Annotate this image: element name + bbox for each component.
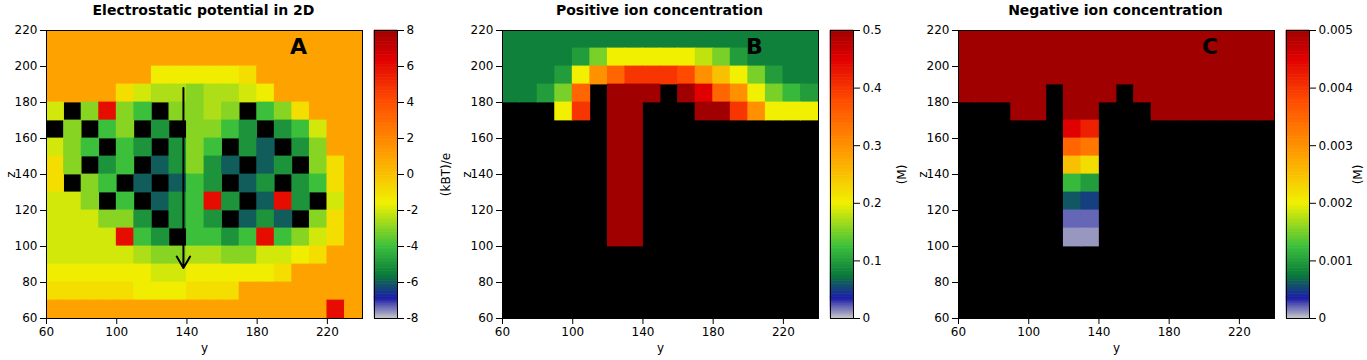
svg-text:180: 180 [1158,325,1181,339]
svg-text:(kBT)/e: (kBT)/e [439,153,453,196]
svg-text:180: 180 [471,95,494,109]
svg-text:0.1: 0.1 [863,254,882,268]
svg-text:0.002: 0.002 [1319,196,1353,210]
html-text:Negative ion concentration: Negative ion concentration [1008,2,1223,18]
svg-text:60: 60 [478,311,493,325]
svg-text:z: z [4,171,18,177]
svg-text:200: 200 [15,59,38,73]
svg-text:100: 100 [15,239,38,253]
svg-text:160: 160 [927,131,950,145]
svg-text:y: y [1113,341,1120,355]
html-text:C: C [1202,34,1219,59]
svg-text:180: 180 [15,95,38,109]
svg-text:-8: -8 [407,311,419,325]
svg-text:0: 0 [863,311,871,325]
svg-text:-2: -2 [407,203,419,217]
svg-text:140: 140 [470,167,494,182]
svg-text:0.4: 0.4 [863,81,882,95]
svg-text:220: 220 [15,23,38,37]
svg-text:140: 140 [926,167,950,182]
html-text:Electrostatic potential in 2D: Electrostatic potential in 2D [92,2,315,18]
svg-text:0.3: 0.3 [863,139,882,153]
svg-text:140: 140 [14,167,38,182]
svg-text:140: 140 [175,325,198,339]
svg-text:-4: -4 [407,239,419,253]
svg-text:0.2: 0.2 [863,196,882,210]
svg-text:y: y [201,341,208,355]
svg-text:140: 140 [631,325,654,339]
html-text:A: A [290,34,307,59]
html-text:Positive ion concentration: Positive ion concentration [556,2,763,18]
svg-text:y: y [657,341,664,355]
svg-text:60: 60 [951,325,966,339]
svg-text:220: 220 [1228,325,1251,339]
svg-text:180: 180 [702,325,725,339]
svg-text:220: 220 [927,23,950,37]
svg-text:100: 100 [561,325,584,339]
svg-text:60: 60 [22,311,37,325]
svg-text:100: 100 [927,239,950,253]
svg-text:0.001: 0.001 [1319,254,1353,268]
svg-text:0.004: 0.004 [1319,81,1353,95]
svg-text:120: 120 [471,203,494,217]
svg-text:2: 2 [407,131,415,145]
svg-text:100: 100 [1017,325,1040,339]
svg-text:220: 220 [772,325,795,339]
svg-text:(M): (M) [1351,165,1365,185]
svg-text:180: 180 [927,95,950,109]
svg-text:0.003: 0.003 [1319,139,1353,153]
svg-text:(M): (M) [895,165,909,185]
svg-text:z: z [916,171,930,177]
svg-text:200: 200 [471,59,494,73]
svg-text:140: 140 [1087,325,1110,339]
svg-text:120: 120 [15,203,38,217]
svg-text:100: 100 [105,325,128,339]
svg-text:160: 160 [471,131,494,145]
svg-text:60: 60 [495,325,510,339]
svg-text:100: 100 [471,239,494,253]
svg-text:0.5: 0.5 [863,23,882,37]
svg-text:80: 80 [478,275,493,289]
svg-text:0: 0 [407,167,415,181]
svg-text:220: 220 [471,23,494,37]
svg-text:8: 8 [407,23,415,37]
svg-text:z: z [460,171,474,177]
svg-text:200: 200 [927,59,950,73]
html-text:B: B [746,34,763,59]
svg-text:4: 4 [407,95,415,109]
svg-text:180: 180 [246,325,269,339]
svg-text:6: 6 [407,59,415,73]
svg-text:60: 60 [934,311,949,325]
svg-text:120: 120 [927,203,950,217]
svg-text:0.005: 0.005 [1319,23,1353,37]
svg-text:220: 220 [316,325,339,339]
svg-text:80: 80 [934,275,949,289]
svg-text:60: 60 [39,325,54,339]
svg-text:160: 160 [15,131,38,145]
svg-text:80: 80 [22,275,37,289]
svg-text:-6: -6 [407,275,419,289]
svg-text:0: 0 [1319,311,1327,325]
